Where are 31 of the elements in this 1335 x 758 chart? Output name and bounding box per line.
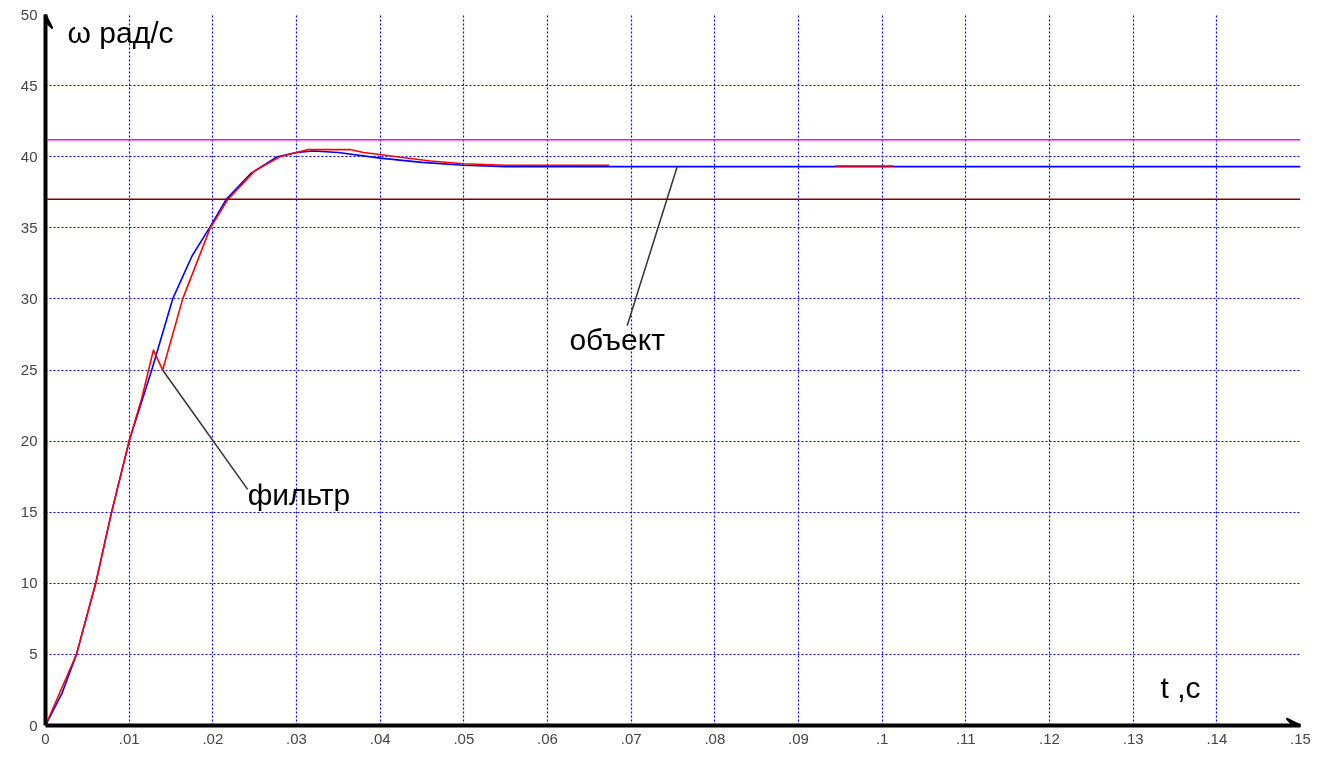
- x-tick-label: .03: [286, 729, 307, 747]
- y-tick-label: 15: [20, 503, 38, 521]
- x-tick-label: .14: [1206, 729, 1228, 747]
- annotation: фильтр: [247, 478, 351, 512]
- x-tick-label: .05: [453, 729, 475, 747]
- x-tick-label: .13: [1122, 729, 1144, 747]
- x-tick-label: .1: [875, 729, 889, 747]
- x-tick-label: .02: [202, 729, 224, 747]
- y-tick-label: 25: [20, 361, 38, 378]
- x-tick-label: .08: [704, 729, 726, 747]
- y-tick-label: 5: [29, 645, 38, 663]
- x-tick-label: .15: [1290, 729, 1311, 747]
- y-tick-label: 45: [20, 76, 38, 94]
- x-tick-label: .06: [537, 729, 558, 747]
- x-tick-label: .09: [788, 729, 809, 747]
- x-tick-label: .11: [955, 729, 976, 747]
- x-tick-label: .04: [369, 729, 391, 747]
- x-tick-label: .01: [118, 729, 140, 747]
- x-axis-title: t ,c: [1160, 670, 1201, 704]
- y-tick-label: 50: [20, 5, 38, 23]
- x-tick-label: 0: [41, 729, 50, 747]
- y-tick-label: 35: [20, 218, 38, 236]
- y-tick-label: 10: [20, 574, 38, 592]
- y-tick-label: 30: [20, 289, 38, 307]
- x-tick-label: .07: [620, 729, 642, 747]
- annotation: объект: [569, 322, 666, 356]
- y-tick-label: 40: [20, 147, 38, 165]
- y-axis-title: ω рад/с: [67, 15, 174, 49]
- x-tick-label: .12: [1039, 729, 1060, 747]
- y-tick-label: 0: [29, 716, 38, 734]
- y-tick-label: 20: [20, 432, 38, 450]
